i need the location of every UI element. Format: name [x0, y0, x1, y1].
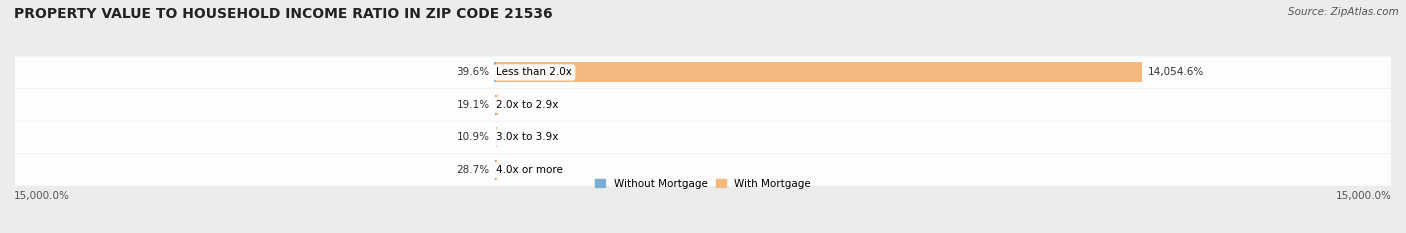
Text: 2.0x to 2.9x: 2.0x to 2.9x	[496, 100, 558, 110]
Text: PROPERTY VALUE TO HOUSEHOLD INCOME RATIO IN ZIP CODE 21536: PROPERTY VALUE TO HOUSEHOLD INCOME RATIO…	[14, 7, 553, 21]
FancyBboxPatch shape	[15, 56, 1391, 88]
Text: 15,000.0%: 15,000.0%	[1336, 191, 1392, 201]
Text: Source: ZipAtlas.com: Source: ZipAtlas.com	[1288, 7, 1399, 17]
FancyBboxPatch shape	[15, 154, 1391, 186]
Text: 14.7%: 14.7%	[502, 132, 536, 142]
Bar	[496, 62, 1142, 82]
Text: 10.9%: 10.9%	[457, 132, 491, 142]
Text: 4.0x or more: 4.0x or more	[496, 165, 564, 175]
Text: 14,054.6%: 14,054.6%	[1147, 67, 1204, 77]
Bar	[496, 95, 498, 115]
Text: 3.0x to 3.9x: 3.0x to 3.9x	[496, 132, 558, 142]
Bar	[495, 62, 496, 82]
FancyBboxPatch shape	[15, 89, 1391, 121]
Text: 35.5%: 35.5%	[503, 100, 537, 110]
Text: 15,000.0%: 15,000.0%	[14, 191, 70, 201]
Text: 19.1%: 19.1%	[457, 100, 489, 110]
Text: 14.2%: 14.2%	[502, 165, 536, 175]
Text: Less than 2.0x: Less than 2.0x	[496, 67, 572, 77]
Legend: Without Mortgage, With Mortgage: Without Mortgage, With Mortgage	[591, 175, 815, 193]
Text: 28.7%: 28.7%	[457, 165, 489, 175]
Text: 39.6%: 39.6%	[456, 67, 489, 77]
FancyBboxPatch shape	[15, 121, 1391, 153]
